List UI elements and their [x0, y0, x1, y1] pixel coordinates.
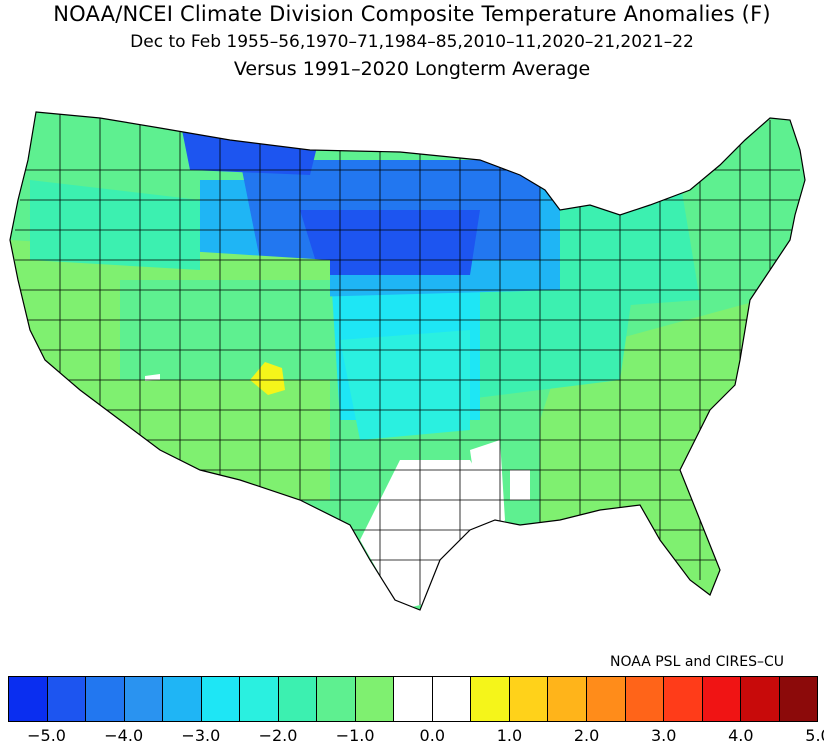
legend-tick-label: 3.0 — [650, 726, 677, 745]
legend-tick-label: 1.0 — [496, 726, 523, 745]
legend-swatch — [9, 677, 48, 721]
legend-tick-label: −5.0 — [27, 726, 66, 745]
us-climate-division-map — [9, 111, 806, 611]
legend-swatch — [664, 677, 703, 721]
legend-tick-labels: −5.0 −4.0 −3.0 −2.0 −1.0 0.0 1.0 2.0 3.0 4.0 5.0 — [0, 726, 824, 745]
legend-tick-label: 5.0 — [805, 726, 824, 745]
legend-swatch — [240, 677, 279, 721]
legend-swatch — [702, 677, 742, 721]
legend-swatch — [163, 677, 202, 721]
legend-tick-label: 0.0 — [419, 726, 446, 745]
legend-tick-label: −4.0 — [104, 726, 144, 745]
legend-tick-label: −1.0 — [335, 726, 375, 745]
color-legend — [8, 676, 818, 722]
credit-label: NOAA PSL and CIRES–CU — [610, 654, 784, 670]
legend-swatch — [741, 677, 780, 721]
legend-swatch — [47, 677, 87, 721]
legend-swatch — [548, 677, 587, 721]
legend-tick-label: −3.0 — [181, 726, 221, 745]
legend-swatch — [586, 677, 626, 721]
map-subtitle-baseline: Versus 1991–2020 Longterm Average — [233, 58, 591, 80]
legend-swatch — [201, 677, 241, 721]
legend-swatch — [509, 677, 549, 721]
legend-swatch — [471, 677, 510, 721]
legend-tick-label: 2.0 — [573, 726, 600, 745]
legend-swatch — [432, 677, 472, 721]
legend-swatch — [394, 677, 433, 721]
legend-swatch — [355, 677, 395, 721]
legend-swatch — [86, 677, 125, 721]
legend-swatch — [779, 677, 818, 721]
legend-swatch — [317, 677, 356, 721]
legend-tick-label: −2.0 — [258, 726, 298, 745]
map-title: NOAA/NCEI Climate Division Composite Tem… — [53, 2, 771, 26]
legend-swatch — [278, 677, 318, 721]
legend-swatch — [625, 677, 665, 721]
legend-swatch — [124, 677, 164, 721]
map-subtitle-period: Dec to Feb 1955–56,1970–71,1984–85,2010–… — [130, 32, 694, 52]
legend-tick-label: 4.0 — [728, 726, 754, 745]
